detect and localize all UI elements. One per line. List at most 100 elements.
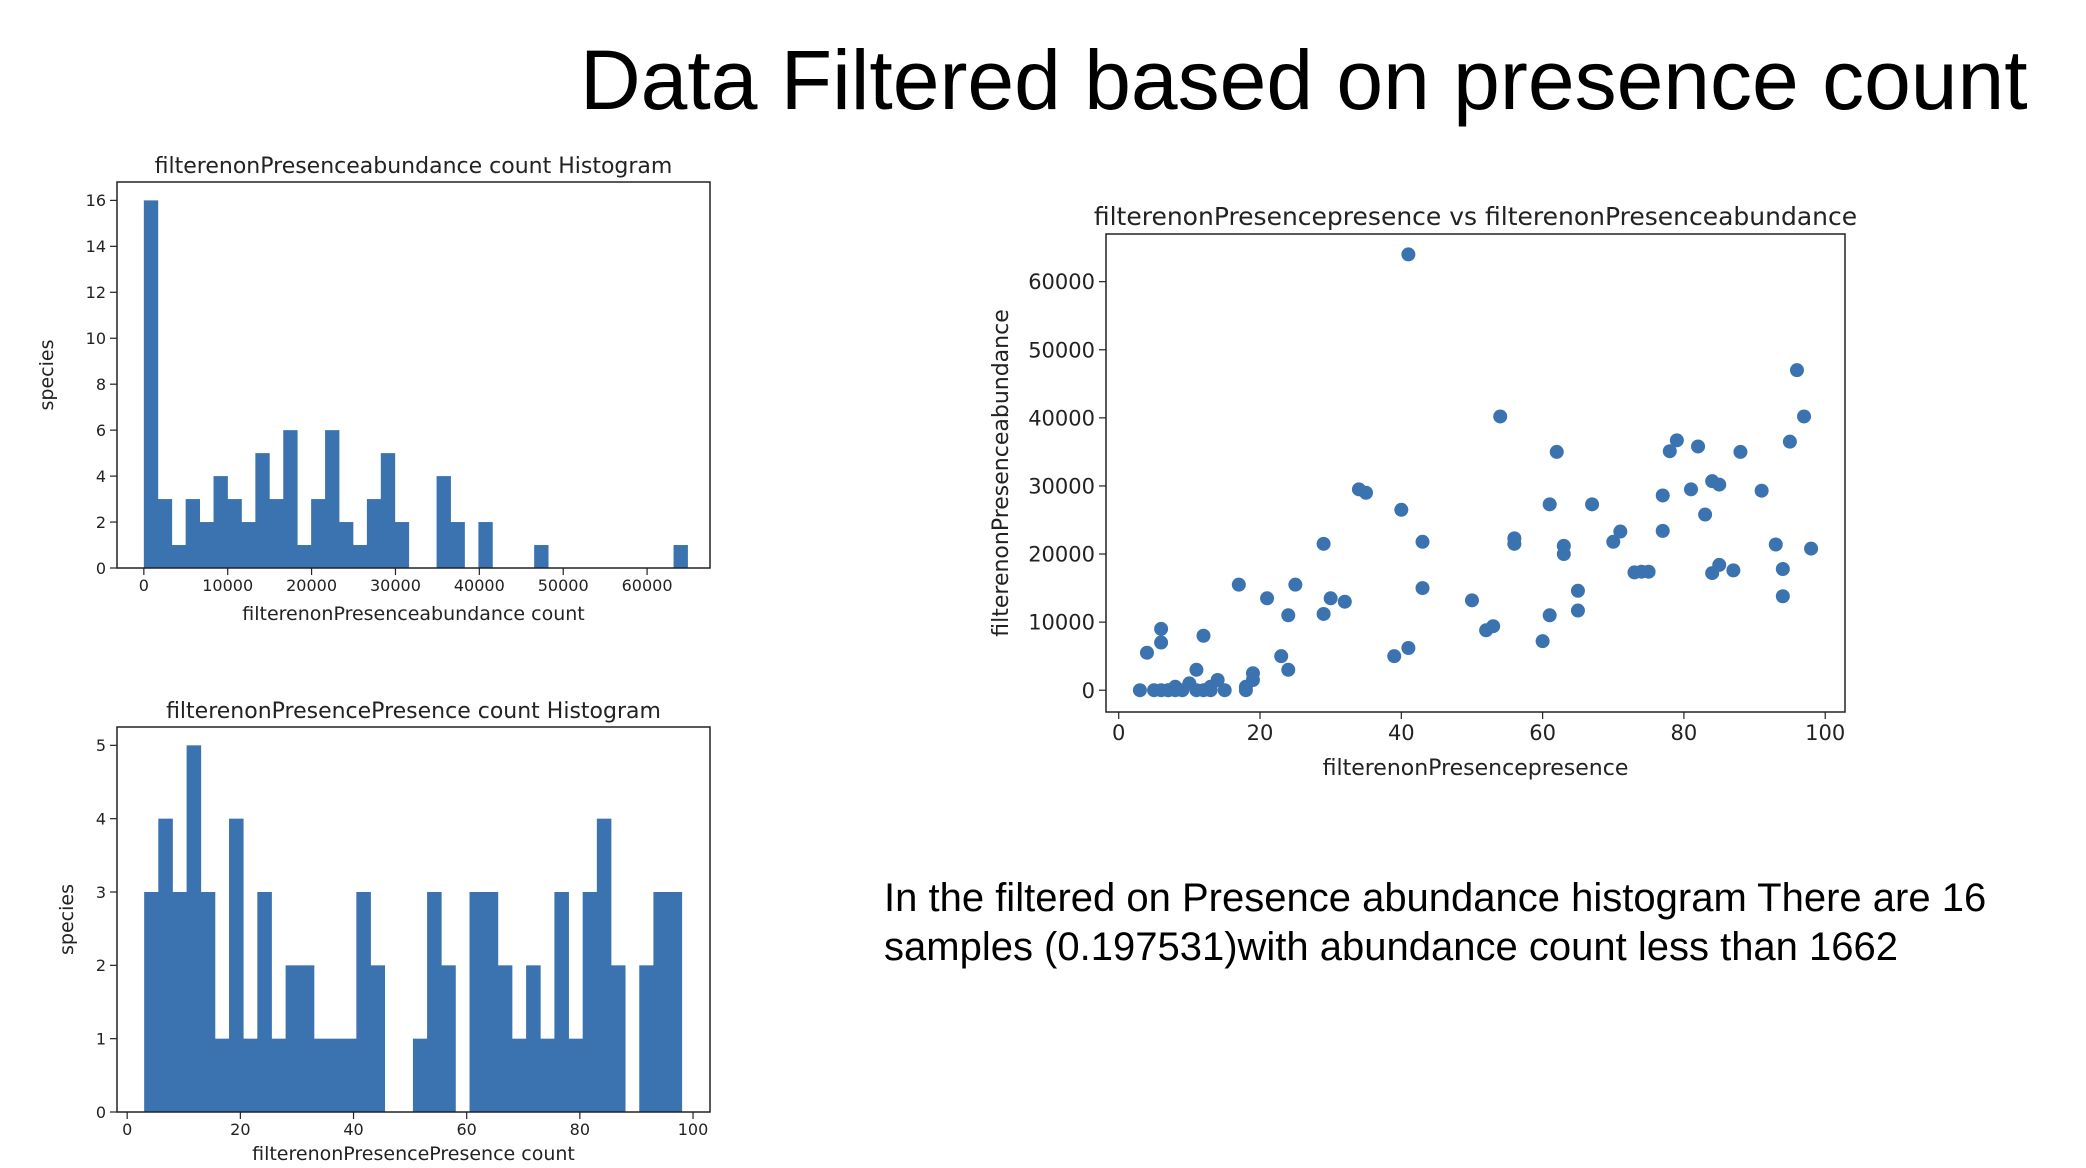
scatter-point [1316,606,1331,621]
x-tick-label: 60 [1529,721,1556,745]
histogram-bar [478,522,493,568]
histogram-bar [283,430,298,568]
scatter-point [1655,488,1670,503]
x-tick-label: 60000 [622,576,673,595]
scatter-point [1556,547,1571,562]
scatter-point [1535,634,1550,649]
scatter-point [1238,683,1253,698]
y-tick-label: 20000 [1028,543,1095,567]
scatter-point [1358,485,1373,500]
histogram-bar [483,892,499,1112]
y-tick-label: 2 [96,513,106,532]
histogram-bar [214,1038,230,1112]
scatter-point [1464,593,1479,608]
x-axis-label: filterenonPresenceabundance count [242,603,584,625]
abundance-histogram: 0 10000 20000 30000 40000 50000 60000 0 2 4 6 8 10 12… [36,154,711,625]
x-tick-label: 100 [678,1120,709,1139]
scatter-point [1754,483,1769,498]
plot-frame [116,726,711,1113]
scatter-point [1415,581,1430,596]
histogram-bar [511,1038,527,1112]
histogram-bar [436,476,451,568]
histogram-bar [554,892,569,1112]
chart-title: filterenonPresencePresence count Histogr… [166,699,661,724]
histogram-bar [199,522,214,568]
histogram-bar [200,892,216,1112]
histogram-bar [339,522,354,568]
y-tick-label: 3 [96,883,106,902]
scatter-point [1337,594,1352,609]
histogram-bar [325,430,340,568]
scatter-point [1139,645,1154,660]
scatter-point [1281,662,1296,677]
y-tick-label: 16 [86,191,106,210]
scatter-point [1641,564,1656,579]
y-tick-label: 4 [96,809,106,828]
histogram-bar [243,1038,258,1112]
scatter-point [1570,603,1585,618]
scatter-point [1768,537,1783,552]
y-tick-label: 0 [1082,679,1095,703]
y-tick-label: 50000 [1028,338,1095,362]
scatter-point [1493,409,1508,424]
x-tick-label: 20 [230,1120,250,1139]
histogram-bar [352,545,368,568]
x-tick-label: 50000 [538,576,589,595]
scatter-point [1316,536,1331,551]
x-tick-label: 0 [122,1120,132,1139]
histogram-bar [673,545,688,568]
scatter-point [1154,635,1169,650]
x-tick-label: 80 [1671,721,1698,745]
histogram-bar [144,892,159,1112]
x-tick-label: 80 [570,1120,590,1139]
y-tick-label: 30000 [1028,474,1095,498]
x-tick-label: 20 [1247,721,1274,745]
scatter-point [1401,640,1416,655]
histogram-bar [370,965,386,1112]
histogram-bar [186,745,202,1112]
histogram-bar [450,522,465,568]
scatter-point [1655,523,1670,538]
histogram-bar [526,965,541,1112]
scatter-point [1189,662,1204,677]
x-tick-label: 30000 [370,576,421,595]
histogram-bar [596,818,612,1112]
histogram-bar [171,545,187,568]
scatter-point [1231,577,1246,592]
y-tick-label: 12 [86,283,106,302]
slide-note: In the filtered on Presence abundance hi… [884,876,1987,969]
scatter-point [1415,534,1430,549]
histogram-bar [297,545,312,568]
x-tick-label: 40000 [454,576,505,595]
histogram-bar [213,476,228,568]
scatter-point [1570,583,1585,598]
scatter-point [1585,497,1600,512]
histogram-bar [185,499,201,568]
histogram-bar [143,200,159,568]
histogram-bar [667,892,683,1112]
histogram-bar [255,453,270,568]
histogram-bar [158,818,173,1112]
y-tick-label: 0 [96,559,106,578]
scatter-point [1691,439,1706,454]
scatter-point [1132,683,1147,698]
y-axis-label: filterenonPresenceabundance [989,309,1014,636]
histogram-bar [356,892,371,1112]
scatter-point [1507,536,1522,551]
slide-title: Data Filtered based on presence count [580,33,2028,127]
scatter-point [1260,591,1275,606]
scatter-point [1712,477,1727,492]
y-axis-label: species [36,340,58,411]
scatter-point [1203,683,1218,698]
scatter-point [1542,608,1557,623]
scatter-point [1323,591,1338,606]
histogram-bar [441,965,456,1112]
scatter-point [1733,444,1748,459]
scatter-point [1683,482,1698,497]
scatter-point [1804,541,1819,556]
histogram-bar [540,1038,555,1112]
scatter-point [1245,666,1260,681]
scatter-point [1712,557,1727,572]
scatter-point [1698,507,1713,522]
histogram-bar [311,499,326,568]
